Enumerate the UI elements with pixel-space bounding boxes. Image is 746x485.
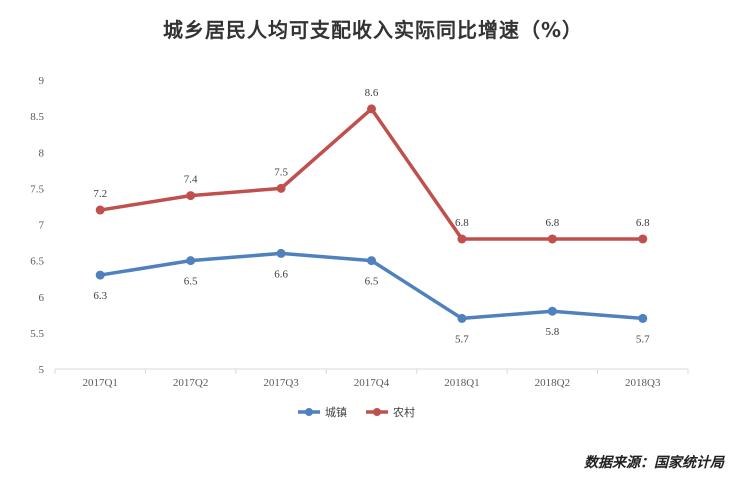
data-label: 6.8 [455,217,469,229]
y-tick-label: 9 [39,75,45,87]
x-axis-ticks: 2017Q1 2017Q2 2017Q3 2017Q4 2018Q1 2018Q2 2018… [54,369,689,389]
data-point [638,234,648,244]
y-tick-label: 6.5 [30,256,44,268]
data-label: 5.7 [636,333,650,345]
data-label: 5.8 [545,326,559,338]
x-tick-label: 2017Q3 [263,377,299,389]
data-point [95,205,105,215]
data-point [95,270,105,280]
data-point [457,234,467,244]
data-label: 5.7 [455,333,469,345]
data-point [638,313,648,323]
y-tick-label: 8 [39,147,45,159]
data-point [457,313,467,323]
y-axis-ticks: 5 5.5 6 6.5 7 7.5 8 8.5 9 [30,75,44,376]
data-point [547,234,557,244]
data-label: 6.5 [365,276,379,288]
data-label: 7.4 [184,174,198,186]
y-tick-label: 5.5 [30,328,44,340]
data-labels: 6.3 6.5 6.6 6.5 5.7 5.8 5.7 7.2 7.4 7.5 8.6 6.8 6.8 6… [93,87,650,346]
series-line-1 [98,107,645,241]
data-label: 6.5 [184,276,198,288]
x-tick-label: 2018Q2 [535,377,570,389]
data-label: 7.5 [274,166,288,178]
data-point [276,248,286,258]
data-source: 数据来源：国家统计局 [584,455,724,471]
y-tick-label: 7 [39,220,45,232]
legend-label: 城镇 [325,405,347,419]
data-label: 6.6 [274,268,288,280]
legend-marker [373,408,381,416]
data-point [367,104,376,114]
legend-label: 农村 [393,405,415,419]
y-tick-label: 8.5 [30,111,44,123]
legend: 城镇 农村 [298,405,415,419]
data-label: 6.8 [636,217,650,229]
x-tick-label: 2018Q3 [625,377,661,389]
series-points [95,104,648,323]
data-point [186,191,196,201]
data-point [186,256,196,266]
x-tick-label: 2017Q2 [173,377,208,389]
data-point [367,256,376,266]
data-label: 6.3 [93,290,107,302]
data-point [276,183,286,193]
data-label: 7.2 [93,188,107,200]
data-point [547,306,557,316]
x-tick-label: 2018Q1 [444,377,479,389]
y-tick-label: 7.5 [30,183,44,195]
chart-title: 城乡居民人均可支配收入实际同比增速（%） [162,18,584,42]
x-tick-label: 2017Q4 [354,377,390,389]
x-tick-label: 2017Q1 [82,377,117,389]
y-tick-label: 6 [39,292,45,304]
y-tick-label: 5 [39,364,45,376]
data-label: 8.6 [365,87,379,99]
legend-marker [305,408,313,416]
data-label: 6.8 [545,217,559,229]
